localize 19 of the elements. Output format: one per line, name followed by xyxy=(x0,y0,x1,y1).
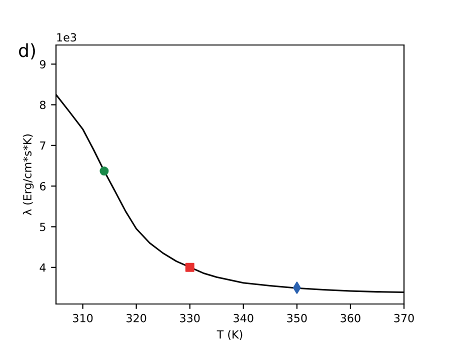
point xyxy=(185,262,194,272)
text: 1e3 xyxy=(57,33,76,42)
y-tick-label: 4 xyxy=(40,264,46,272)
y-axis-title: λ (Erg/cm*s*K) xyxy=(22,134,34,216)
x-tick-label: 370 xyxy=(394,314,414,322)
x-tick-label: 350 xyxy=(287,314,307,322)
x-tick-label: 320 xyxy=(126,314,146,322)
x-tick-label: 360 xyxy=(340,314,360,322)
x-axis-title: T (K) xyxy=(216,330,242,340)
point xyxy=(100,166,109,176)
y-tick-label: 6 xyxy=(40,182,46,190)
x-tick-label: 340 xyxy=(234,314,254,322)
y-tick-label: 9 xyxy=(40,60,46,68)
y-tick-label: 8 xyxy=(40,100,46,110)
x-tick-label: 310 xyxy=(73,314,93,322)
y-tick-label: 7 xyxy=(40,142,46,150)
y-tick-label: 5 xyxy=(40,222,46,232)
text: d) xyxy=(18,43,35,60)
x-tick-label: 330 xyxy=(180,314,200,322)
